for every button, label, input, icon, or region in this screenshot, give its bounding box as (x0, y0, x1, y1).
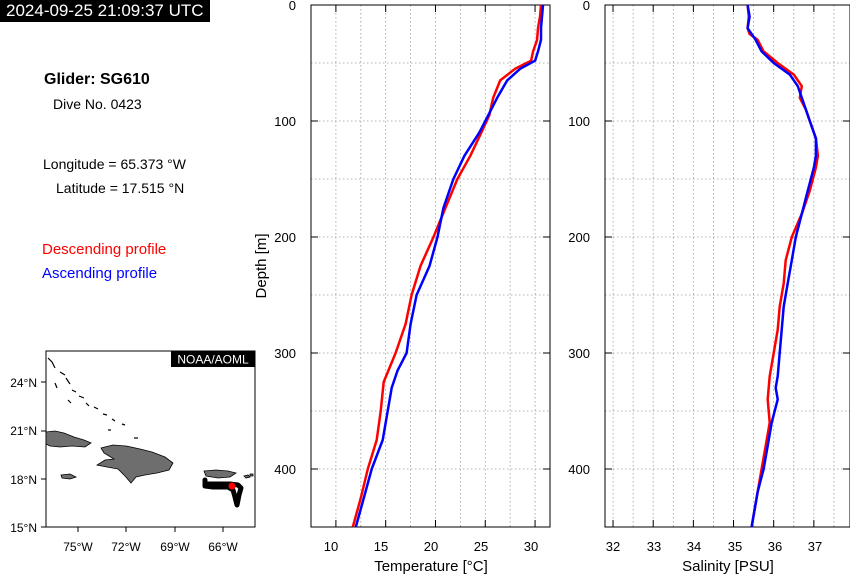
salinity-tick-label: 33 (647, 539, 661, 554)
depth-tick-label: 100 (274, 114, 296, 129)
temperature-axis-label: Temperature [°C] (374, 558, 488, 574)
map-lat-tick: 21°N (10, 424, 37, 438)
depth-axis-label: Depth [m] (253, 233, 270, 298)
temperature-tick-label: 15 (374, 539, 388, 554)
salinity-tick-label: 36 (768, 539, 782, 554)
depth-tick-label: 400 (568, 462, 590, 477)
temperature-plot-frame (310, 4, 551, 528)
legend-ascending: Ascending profile (42, 265, 158, 282)
salinity-plot-frame (604, 4, 850, 528)
location-map: NOAA/AOML 24°N 21°N 18°N 15°N 75°W 72°W … (10, 350, 256, 554)
salinity-grid (605, 5, 850, 527)
map-credit: NOAA/AOML (177, 353, 249, 367)
salinity-tick-label: 37 (808, 539, 822, 554)
legend-descending: Descending profile (42, 241, 167, 258)
map-land-puerto-rico (203, 469, 237, 479)
depth-tick-label: 200 (568, 230, 590, 245)
salinity-ticks (605, 4, 850, 527)
temperature-tick-label: 10 (324, 539, 338, 554)
glider-position-marker (228, 482, 236, 490)
map-lat-tick: 24°N (10, 376, 37, 390)
map-lon-tick: 66°W (208, 540, 238, 554)
depth-tick-label: 200 (274, 230, 296, 245)
salinity-axis-label: Salinity [PSU] (682, 558, 774, 574)
map-lon-tick: 69°W (160, 540, 190, 554)
depth-tick-label: 400 (274, 462, 296, 477)
depth-tick-label: 0 (289, 0, 296, 13)
salinity-chart: 0 100 200 300 400 32 33 34 35 36 37 Sali… (568, 0, 850, 574)
map-land-jamaica (60, 473, 78, 480)
temperature-ascending-line (354, 4, 545, 528)
glider-name: Glider: SG610 (44, 71, 150, 88)
salinity-tick-label: 34 (687, 539, 701, 554)
depth-tick-label: 100 (568, 114, 590, 129)
map-lat-tick: 15°N (10, 521, 37, 535)
map-land-cuba (45, 430, 92, 448)
map-lat-tick: 18°N (10, 473, 37, 487)
latitude-label: Latitude = 17.515 °N (56, 180, 185, 196)
depth-tick-label: 0 (583, 0, 590, 13)
dive-number: Dive No. 0423 (53, 96, 142, 112)
map-lon-tick: 75°W (63, 540, 93, 554)
depth-tick-label: 300 (274, 346, 296, 361)
temperature-chart: 0 100 200 300 400 10 15 20 25 30 Tempera… (253, 0, 551, 574)
salinity-descending-line (746, 4, 820, 528)
temperature-ticks (311, 4, 550, 527)
temperature-tick-label: 20 (424, 539, 438, 554)
temperature-descending-line (351, 4, 543, 528)
map-lon-tick: 72°W (111, 540, 141, 554)
temperature-tick-label: 25 (474, 539, 488, 554)
temperature-tick-label: 30 (524, 539, 538, 554)
depth-tick-label: 300 (568, 346, 590, 361)
salinity-tick-label: 35 (728, 539, 742, 554)
map-land-hispaniola (95, 444, 174, 484)
salinity-tick-label: 32 (606, 539, 620, 554)
longitude-label: Longitude = 65.373 °W (43, 156, 186, 172)
salinity-ascending-line (746, 4, 818, 528)
timestamp-label: 2024-09-25 21:09:37 UTC (0, 0, 210, 22)
